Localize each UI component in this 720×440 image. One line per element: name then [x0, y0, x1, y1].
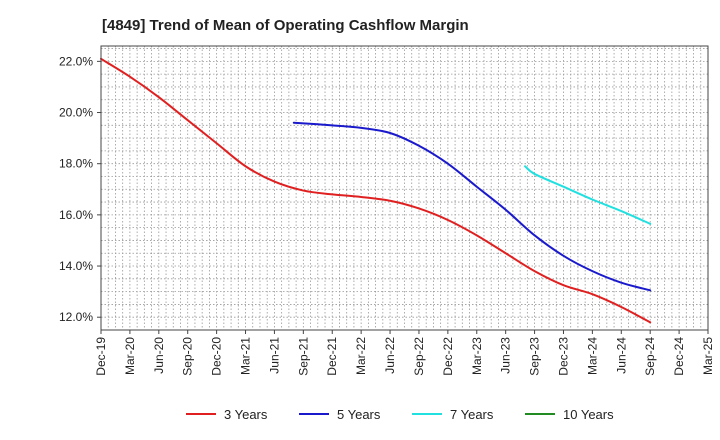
x-tick-label: Dec-22	[441, 337, 455, 376]
legend-label: 3 Years	[224, 407, 268, 422]
series-lines	[100, 57, 652, 324]
x-tick-label: Mar-23	[470, 337, 484, 375]
y-tick-label: 20.0%	[59, 106, 93, 120]
x-tick-label: Mar-24	[585, 337, 599, 375]
x-tick-label: Sep-23	[528, 337, 542, 376]
chart-title: [4849] Trend of Mean of Operating Cashfl…	[102, 17, 469, 34]
legend-label: 5 Years	[337, 407, 381, 422]
x-tick-label: Jun-22	[383, 337, 397, 374]
x-tick-label: Dec-23	[556, 337, 570, 376]
legend: 3 Years 5 Years 7 Years 10 Years	[186, 407, 614, 422]
y-tick-label: 18.0%	[59, 157, 93, 171]
x-tick-label: Dec-19	[94, 337, 108, 376]
x-axis: Dec-19 Mar-20 Jun-20 Sep-20 Dec-20 Mar-21 Jun-…	[94, 330, 715, 376]
y-tick-label: 14.0%	[59, 259, 93, 273]
x-tick-label: Mar-25	[701, 337, 715, 375]
x-tick-label: Mar-22	[354, 337, 368, 375]
x-tick-label: Sep-24	[643, 337, 657, 376]
x-tick-label: Jun-23	[499, 337, 513, 374]
legend-label: 10 Years	[563, 407, 614, 422]
x-tick-label: Sep-22	[412, 337, 426, 376]
y-tick-label: 22.0%	[59, 54, 93, 68]
x-tick-label: Jun-24	[614, 337, 628, 374]
plot-frame	[100, 45, 709, 331]
series-line-5-years	[292, 121, 652, 292]
x-tick-label: Sep-20	[181, 337, 195, 376]
grid	[101, 46, 708, 330]
x-tick-label: Sep-21	[296, 337, 310, 376]
x-tick-label: Dec-21	[325, 337, 339, 376]
series-line-3-years	[100, 57, 652, 324]
legend-label: 7 Years	[450, 407, 494, 422]
y-tick-label: 16.0%	[59, 208, 93, 222]
x-tick-label: Dec-20	[210, 337, 224, 376]
x-tick-label: Mar-20	[123, 337, 137, 375]
y-axis: 12.0% 14.0% 16.0% 18.0% 20.0% 22.0%	[59, 54, 101, 324]
x-tick-label: Dec-24	[672, 337, 686, 376]
y-tick-label: 12.0%	[59, 310, 93, 324]
x-tick-label: Jun-21	[267, 337, 281, 374]
series-line-7-years	[524, 165, 652, 225]
x-tick-label: Jun-20	[152, 337, 166, 374]
x-tick-label: Mar-21	[239, 337, 253, 375]
